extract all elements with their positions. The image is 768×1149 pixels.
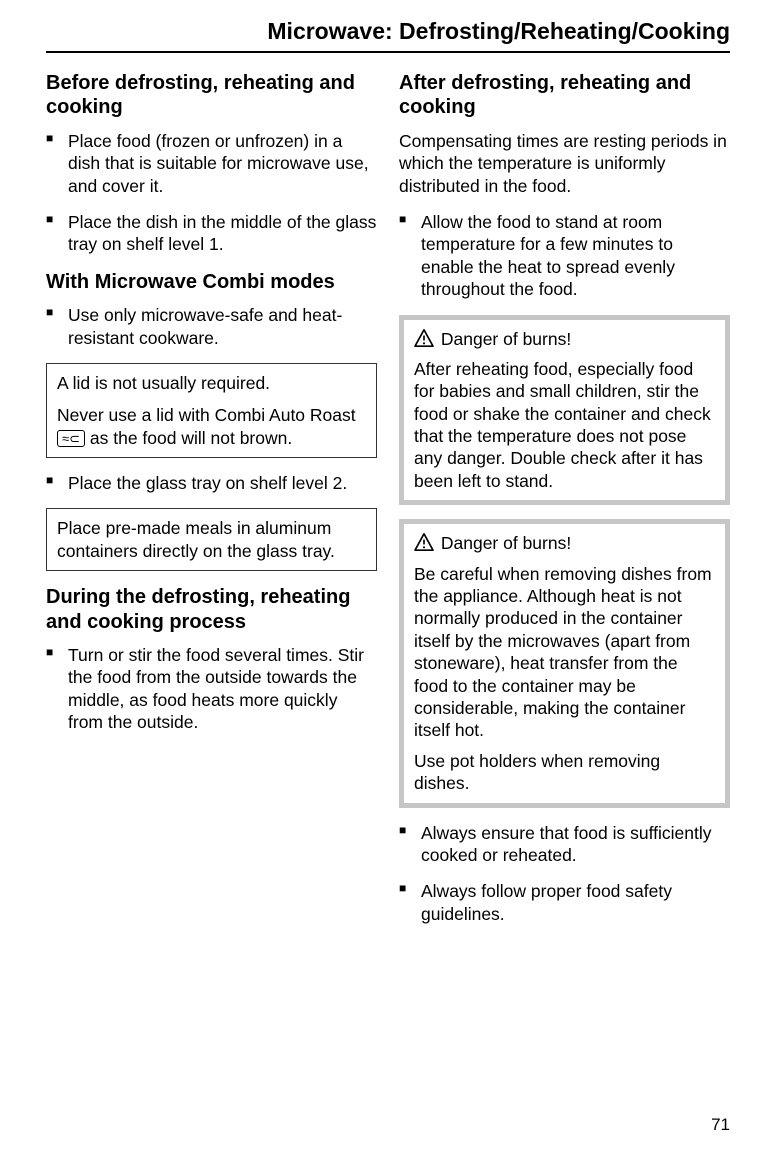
heading-before: Before defrosting, reheating and cooking [46, 71, 377, 120]
warning-title: Danger of burns! [414, 532, 715, 554]
warning-body: After reheating food, especially food fo… [414, 358, 715, 492]
list-item: Turn or stir the food several times. Sti… [46, 644, 377, 734]
roast-icon: ≈⊂ [57, 430, 85, 448]
list-item: Always follow proper food safety guideli… [399, 880, 730, 925]
combi-list-2: Place the glass tray on shelf level 2. [46, 472, 377, 494]
box-text: A lid is not usually required. [57, 372, 366, 394]
heading-during: During the defrosting, reheating and coo… [46, 585, 377, 634]
info-box-lid: A lid is not usually required. Never use… [46, 363, 377, 458]
warning-icon [414, 533, 434, 551]
paragraph: Compensating times are resting periods i… [399, 130, 730, 197]
page-title: Microwave: Defrosting/Reheating/Cooking [46, 18, 730, 53]
warning-title: Danger of burns! [414, 328, 715, 350]
warning-icon [414, 329, 434, 347]
warning-box-baby-food: Danger of burns! After reheating food, e… [399, 315, 730, 506]
warning-body: Use pot holders when removing dishes. [414, 750, 715, 795]
info-box-aluminum: Place pre-made meals in aluminum contain… [46, 508, 377, 571]
list-item: Place the glass tray on shelf level 2. [46, 472, 377, 494]
warning-title-text: Danger of burns! [436, 533, 571, 553]
combi-list-1: Use only microwave-safe and heat-resista… [46, 304, 377, 349]
box-text-post: as the food will not brown. [85, 428, 292, 448]
warning-box-hot-dish: Danger of burns! Be careful when removin… [399, 519, 730, 807]
heading-combi: With Microwave Combi modes [46, 270, 377, 294]
before-list: Place food (frozen or unfrozen) in a dis… [46, 130, 377, 256]
left-column: Before defrosting, reheating and cooking… [46, 71, 377, 939]
list-item: Allow the food to stand at room temperat… [399, 211, 730, 301]
list-item: Place the dish in the middle of the glas… [46, 211, 377, 256]
after-list-2: Always ensure that food is sufficiently … [399, 822, 730, 926]
right-column: After defrosting, reheating and cooking … [399, 71, 730, 939]
heading-after: After defrosting, reheating and cooking [399, 71, 730, 120]
box-text: Never use a lid with Combi Auto Roast ≈⊂… [57, 404, 366, 449]
after-list-1: Allow the food to stand at room temperat… [399, 211, 730, 301]
warning-title-text: Danger of burns! [436, 329, 571, 349]
content-columns: Before defrosting, reheating and cooking… [46, 71, 730, 939]
warning-body: Be careful when removing dishes from the… [414, 563, 715, 742]
list-item: Use only microwave-safe and heat-resista… [46, 304, 377, 349]
box-text: Place pre-made meals in aluminum contain… [57, 517, 366, 562]
box-text-pre: Never use a lid with Combi Auto Roast [57, 405, 356, 425]
during-list: Turn or stir the food several times. Sti… [46, 644, 377, 734]
page-number: 71 [711, 1115, 730, 1135]
list-item: Always ensure that food is sufficiently … [399, 822, 730, 867]
list-item: Place food (frozen or unfrozen) in a dis… [46, 130, 377, 197]
